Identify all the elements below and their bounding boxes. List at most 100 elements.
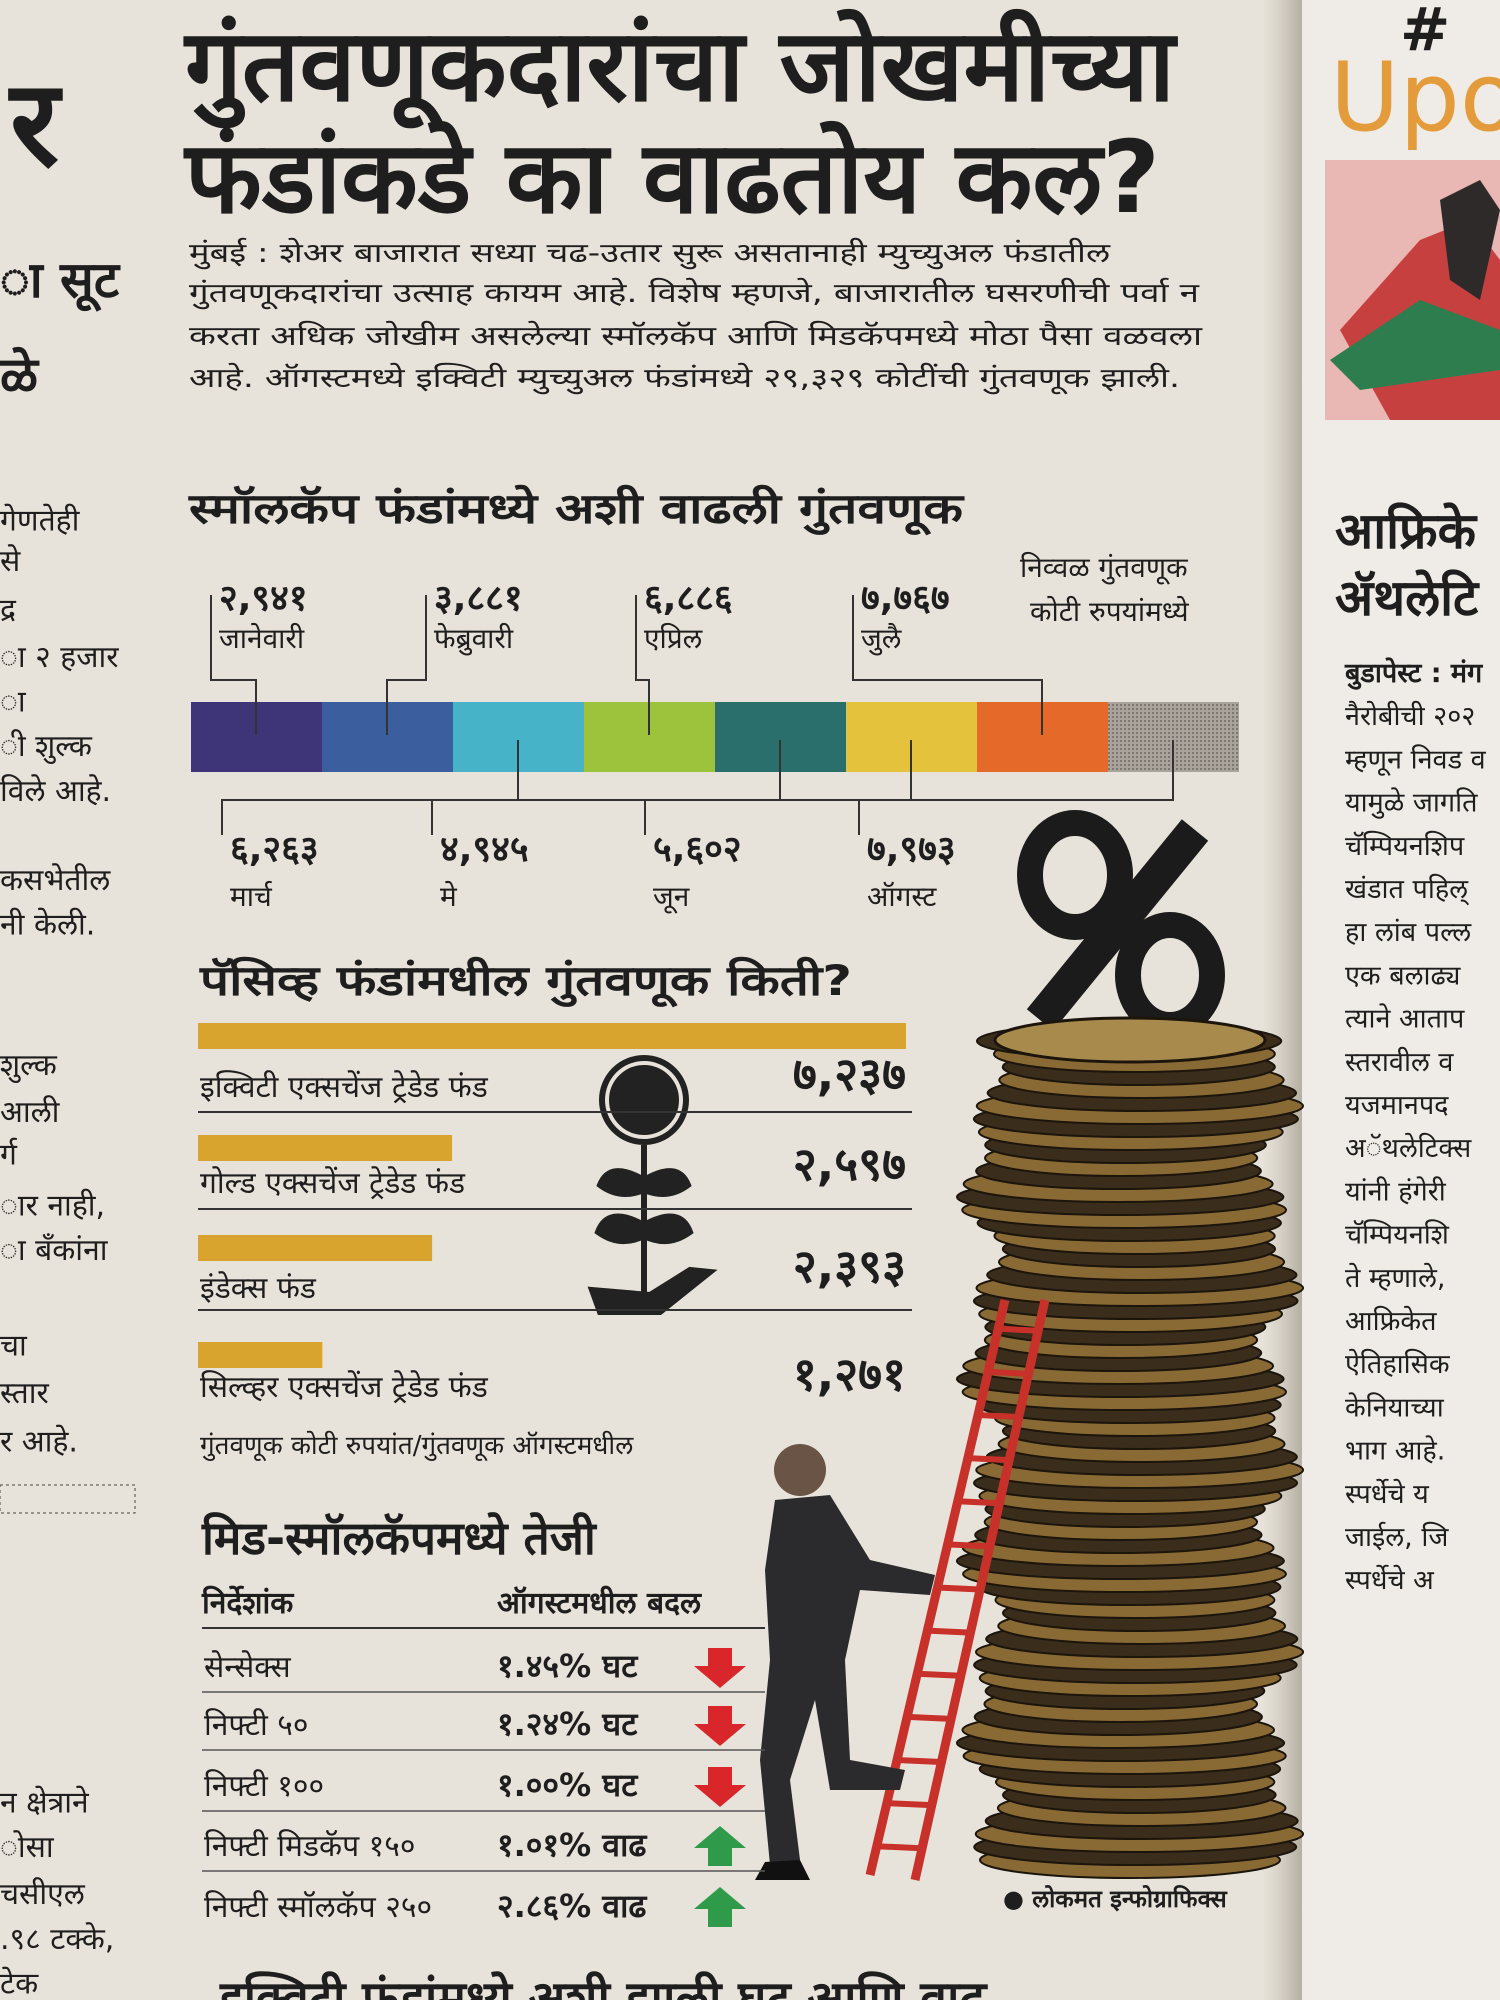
connector — [221, 740, 519, 835]
index-name: निफ्टी मिडकॅप १५० — [204, 1829, 415, 1864]
connector — [858, 740, 1174, 835]
right-column-line: खंडात पहिल् — [1345, 873, 1470, 906]
month-value: ५,६०२ — [653, 829, 742, 870]
legend-text: कोटी रुपयांमध्ये — [1030, 595, 1189, 628]
connector — [635, 595, 650, 735]
gutter-shadow — [1262, 0, 1302, 2000]
fund-label: इंडेक्स फंड — [200, 1271, 317, 1306]
ladder-rungs — [876, 1325, 1039, 1852]
right-column-line: हा लांब पल्ल — [1345, 917, 1472, 948]
rung — [977, 1412, 1020, 1420]
right-kicker: Upo — [1330, 43, 1500, 153]
month-value: ७,७६७ — [861, 578, 950, 619]
right-column-line: नैरोबीची २०२ — [1345, 700, 1475, 732]
fund-bar — [198, 1023, 906, 1049]
rung — [947, 1541, 990, 1550]
legend-text: निव्वळ गुंतवणूक — [1020, 551, 1188, 585]
rung — [906, 1713, 951, 1722]
rupee-plant-icon — [587, 1055, 718, 1315]
section-title: पॅसिव्ह फंडांमधील गुंतवणूक किती? — [199, 956, 852, 1008]
right-column-line: जाईल, जि — [1345, 1521, 1449, 1553]
connector — [210, 595, 257, 735]
month-label: मार्च — [230, 880, 273, 913]
intro-line: आहे. ऑगस्टमध्ये इक्विटी म्युच्युअल फंडां… — [189, 362, 1180, 395]
month-value: ६,२६३ — [230, 829, 319, 870]
index-name: निफ्टी १०० — [204, 1769, 324, 1804]
index-name: निफ्टी ५० — [204, 1708, 309, 1743]
left-column-line: ी शुल्क — [0, 729, 93, 765]
rung — [917, 1670, 961, 1679]
barcode-rule — [0, 1484, 136, 1514]
section-title: स्मॉलकॅप फंडांमध्ये अशी वाढली गुंतवणूक — [188, 484, 965, 536]
coin-stack — [955, 1016, 1305, 1879]
right-column-line: स्पर्धेचे अ — [1345, 1564, 1435, 1596]
left-column-line: ळे — [0, 347, 40, 405]
month-label: जुलै — [861, 622, 902, 656]
man-illustration — [755, 1444, 935, 1880]
left-column-line: ा सूट — [0, 251, 121, 312]
index-change: १.०१% वाढ — [497, 1826, 647, 1864]
fund-bar — [198, 1342, 323, 1368]
left-column-line: चसीएल — [0, 1877, 86, 1912]
right-column-line: यामुळे जागति — [1345, 787, 1478, 820]
fund-value: २,५९७ — [793, 1137, 906, 1191]
month-label: ऑगस्ट — [867, 880, 937, 913]
coin-top — [993, 1016, 1267, 1064]
intro-line: करता अधिक जोखीम असलेल्या स्मॉलकॅप आणि मि… — [189, 320, 1203, 352]
trend-arrows — [694, 1648, 746, 1927]
right-column-line: स्पर्धेचे य — [1345, 1478, 1430, 1510]
left-column-line: विले आहे. — [0, 774, 111, 809]
left-column-line: चा — [0, 1329, 28, 1364]
connector — [644, 740, 912, 835]
left-column-line: नी केली. — [0, 908, 95, 943]
fund-value: १,२७१ — [793, 1347, 906, 1401]
table-header: निर्देशांक — [201, 1585, 294, 1621]
left-column-line: स्तार — [0, 1376, 50, 1411]
index-change: १.००% घट — [497, 1766, 639, 1804]
left-column-line: शुल्क — [0, 1048, 58, 1084]
connector — [431, 740, 781, 835]
fund-value: २,३९३ — [793, 1239, 906, 1293]
connector — [852, 595, 1043, 735]
headline-line: गुंतवणूकदारांचा जोखमीच्या — [183, 7, 1178, 130]
rung — [927, 1627, 971, 1636]
right-column-line: यजमानपद — [1345, 1090, 1449, 1121]
table-header: ऑगस्टमधील बदल — [497, 1585, 702, 1621]
index-change: २.८६% वाढ — [497, 1887, 647, 1925]
left-column-line: से — [0, 544, 21, 579]
rung — [896, 1757, 942, 1765]
fund-bar — [198, 1235, 433, 1261]
rung — [937, 1584, 981, 1593]
month-label: जून — [653, 880, 690, 914]
right-column-line: यांनी हंगेरी — [1345, 1175, 1447, 1207]
next-headline: इक्विटी फंडांमध्ये अशी झाली घट आणि वाढ — [219, 1971, 988, 2000]
left-column-line: ा २ हजार — [0, 640, 119, 675]
right-column-line: एक बलाढ्य — [1345, 960, 1462, 991]
left-headline: र — [8, 55, 63, 194]
right-column-line: बुडापेस्ट : मंग — [1344, 657, 1484, 690]
index-name: सेन्सेक्स — [204, 1650, 291, 1685]
left-column-line: ार नाही, — [0, 1188, 105, 1223]
fund-value: ७,२३७ — [793, 1047, 906, 1101]
index-change: १.४५% घट — [497, 1647, 639, 1685]
index-change: १.२४% घट — [497, 1705, 639, 1743]
month-value: ७,९७३ — [867, 829, 956, 870]
rung — [998, 1325, 1039, 1334]
intro-line: गुंतवणूकदारांचा उत्साह कायम आहे. विशेष म… — [189, 277, 1200, 310]
left-column-line: र्ग — [0, 1137, 18, 1172]
left-column-line: द्र — [0, 593, 17, 628]
note: गुंतवणूक कोटी रुपयांत/गुंतवणूक ऑगस्टमधील — [200, 1430, 634, 1462]
left-column-line: गेणतेही — [0, 503, 81, 538]
month-value: ६,८८६ — [644, 578, 733, 619]
right-column-line: म्हणून निवड व — [1345, 743, 1487, 776]
left-column-line: न क्षेत्राने — [0, 1785, 90, 1820]
connector — [386, 595, 427, 735]
right-headline: आफ्रिके — [1335, 502, 1478, 560]
credit: ● लोकमत इन्फोग्राफिक्स — [1003, 1885, 1227, 1913]
month-value: २,९४१ — [219, 578, 308, 619]
month-label: एप्रिल — [644, 622, 703, 655]
month-label: मे — [440, 880, 458, 913]
